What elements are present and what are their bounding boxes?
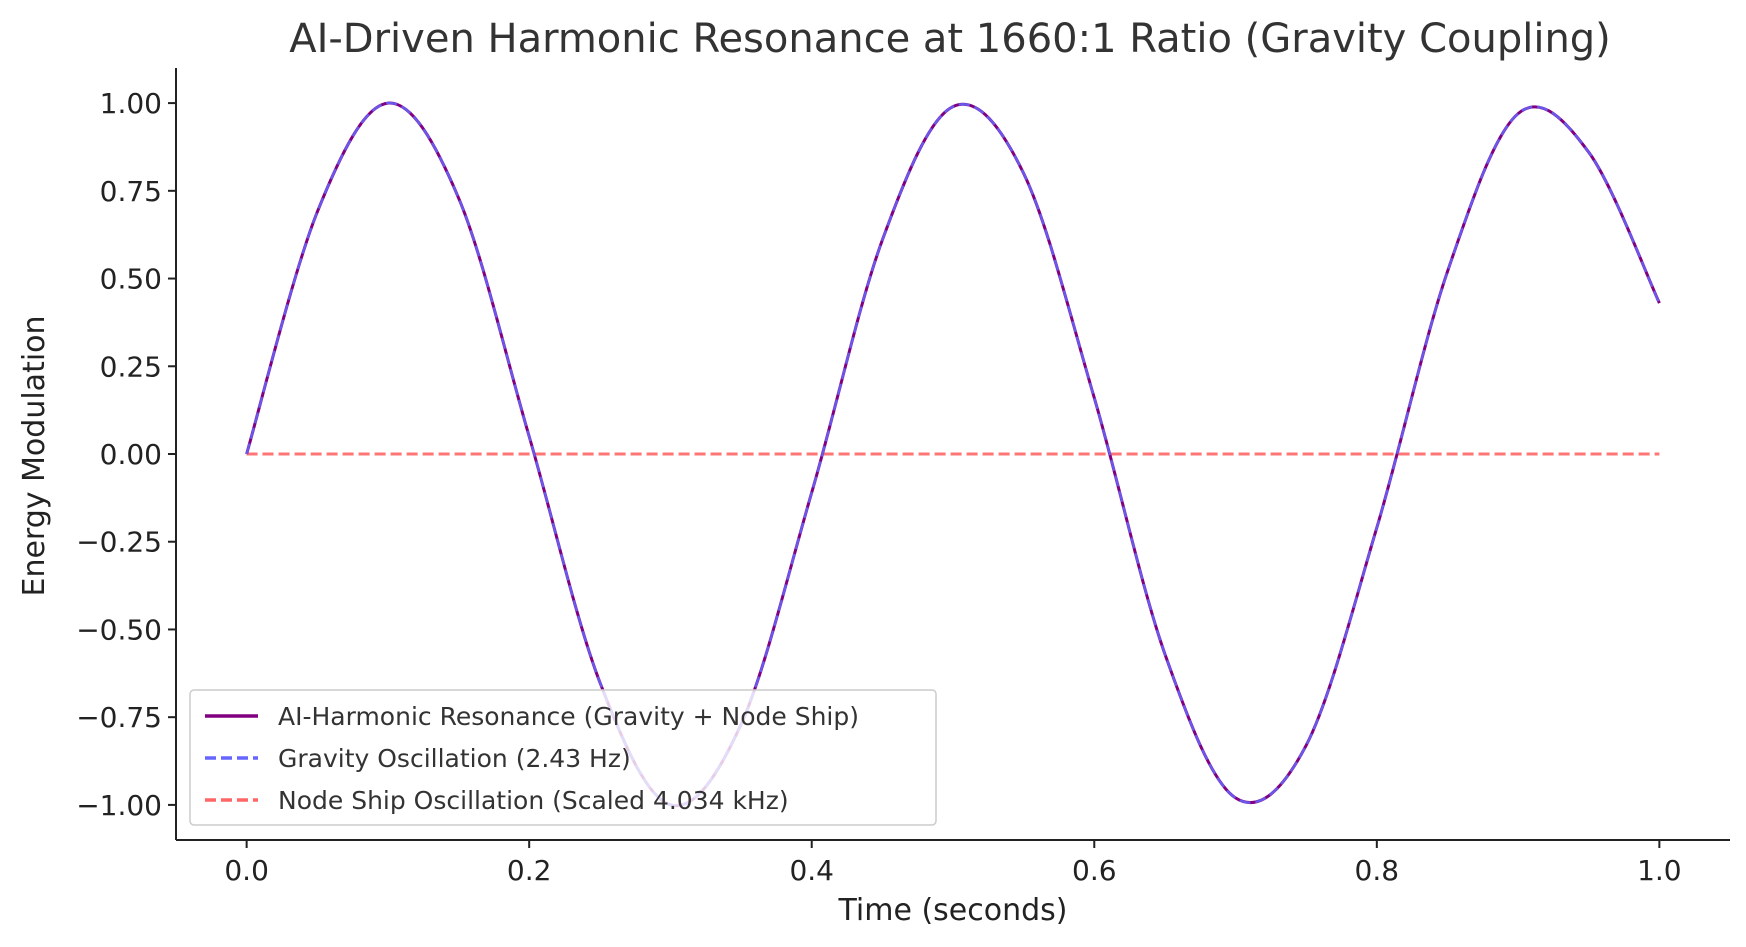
y-tick-label: 0.75 [100, 175, 162, 208]
x-tick-label: 0.6 [1072, 854, 1117, 887]
x-tick-label: 0.8 [1355, 854, 1400, 887]
legend-entry-node-ship-label: Node Ship Oscillation (Scaled 4.034 kHz) [278, 786, 789, 815]
y-tick-label: −0.25 [76, 526, 162, 559]
y-tick-label: 0.00 [100, 438, 162, 471]
x-tick-label: 0.0 [224, 854, 269, 887]
x-tick-label: 1.0 [1637, 854, 1682, 887]
legend-box [189, 689, 937, 826]
y-tick-label: 0.50 [100, 263, 162, 296]
legend-entry-gravity-label: Gravity Oscillation (2.43 Hz) [278, 744, 631, 773]
x-tick-label: 0.4 [789, 854, 834, 887]
x-ticks: 0.0 0.2 0.4 0.6 0.8 1.0 [224, 840, 1682, 887]
y-tick-label: 1.00 [100, 87, 162, 120]
x-axis-label: Time (seconds) [838, 893, 1068, 928]
gravity-oscillation-line [245, 101, 1661, 808]
y-tick-label: −0.75 [76, 701, 162, 734]
legend-entry-resonance-label: AI-Harmonic Resonance (Gravity + Node Sh… [278, 702, 859, 731]
y-tick-label: 0.25 [100, 350, 162, 383]
plot-area [245, 101, 1661, 808]
y-axis-label: Energy Modulation [17, 315, 52, 596]
legend: AI-Harmonic Resonance (Gravity + Node Sh… [189, 689, 937, 826]
chart-title: AI-Driven Harmonic Resonance at 1660:1 R… [289, 16, 1611, 62]
y-ticks: 1.00 0.75 0.50 0.25 0.00 −0.25 −0.50 −0.75 −1.00 [76, 87, 176, 822]
x-tick-label: 0.2 [507, 854, 552, 887]
y-tick-label: −1.00 [76, 789, 162, 822]
y-tick-label: −0.50 [76, 613, 162, 646]
